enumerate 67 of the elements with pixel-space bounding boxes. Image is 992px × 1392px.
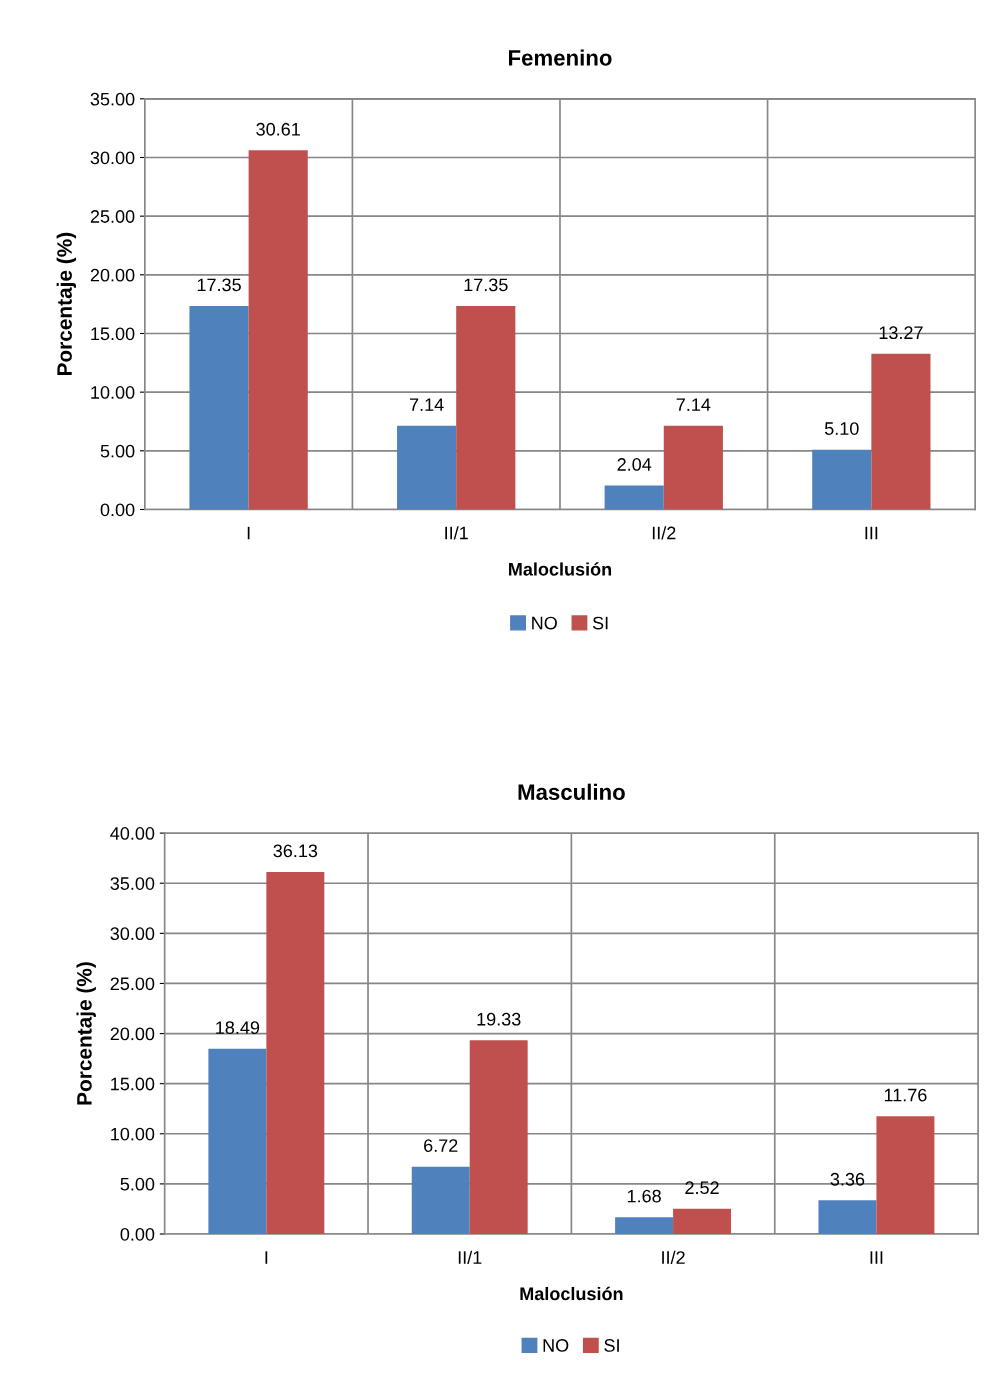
- bar: [818, 1200, 877, 1235]
- data-label: 17.35: [464, 278, 508, 292]
- x-tick-label: III: [865, 526, 878, 540]
- data-label: 2.04: [617, 458, 652, 471]
- y-tick-label: 40.00: [110, 827, 155, 840]
- y-axis-title: Porcentaje (%): [56, 232, 77, 376]
- y-tick-label: 5.00: [100, 444, 135, 458]
- x-axis-title: Maloclusión: [520, 1286, 623, 1301]
- y-axis-title: Porcentaje (%): [76, 962, 96, 1105]
- bar: [248, 150, 308, 510]
- y-tick-label: 15.00: [111, 1077, 155, 1091]
- bar: [189, 305, 249, 510]
- y-tick-label: 35.00: [110, 877, 155, 890]
- x-tick-label: II/2: [662, 1250, 685, 1264]
- legend-label: NO: [543, 1339, 569, 1352]
- chart-title: Femenino: [509, 49, 612, 66]
- data-label: 2.52: [685, 1181, 719, 1195]
- data-label: 11.76: [884, 1088, 927, 1102]
- data-label: 5.10: [824, 422, 859, 435]
- bar: [456, 305, 516, 510]
- data-label: 7.14: [409, 398, 444, 411]
- y-tick-label: 25.00: [110, 977, 155, 991]
- bar: [876, 1116, 935, 1235]
- bar: [615, 1217, 674, 1235]
- data-label: 36.13: [273, 844, 318, 858]
- y-tick-label: 20.00: [110, 1027, 155, 1041]
- bar: [871, 353, 931, 510]
- x-axis-title: Maloclusión: [509, 562, 612, 576]
- data-label: 1.68: [627, 1189, 661, 1203]
- bar: [673, 1208, 732, 1235]
- legend-label: NO: [532, 616, 557, 630]
- x-tick-label: III: [870, 1251, 883, 1264]
- x-tick-label: I: [247, 526, 250, 540]
- x-tick-label: II/1: [445, 526, 468, 540]
- y-tick-label: 30.00: [90, 151, 135, 165]
- bar: [208, 1048, 267, 1235]
- y-tick-label: 20.00: [90, 268, 135, 282]
- data-label: 30.61: [256, 122, 300, 136]
- y-tick-label: 35.00: [90, 92, 135, 106]
- bar: [469, 1040, 528, 1235]
- x-tick-label: I: [265, 1251, 268, 1264]
- data-label: 6.72: [424, 1139, 458, 1152]
- y-tick-label: 25.00: [90, 210, 135, 223]
- legend-label: SI: [604, 1339, 619, 1352]
- y-tick-label: 0.00: [100, 503, 135, 517]
- bar: [411, 1166, 470, 1235]
- y-tick-label: 15.00: [91, 327, 135, 341]
- bar: [604, 485, 664, 510]
- bar: [397, 425, 457, 510]
- data-label: 19.33: [477, 1012, 521, 1026]
- y-tick-label: 30.00: [110, 927, 155, 941]
- y-tick-label: 10.00: [91, 386, 135, 399]
- data-label: 3.36: [830, 1172, 865, 1186]
- data-label: 7.14: [676, 398, 711, 411]
- y-tick-label: 5.00: [120, 1177, 155, 1191]
- bar: [266, 871, 325, 1235]
- legend-label: SI: [592, 616, 608, 630]
- y-tick-label: 0.00: [120, 1227, 155, 1241]
- data-label: 13.27: [879, 326, 923, 340]
- x-tick-label: II/2: [652, 526, 676, 540]
- x-tick-label: II/1: [458, 1250, 482, 1264]
- data-label: 17.35: [197, 278, 241, 292]
- bar: [812, 449, 872, 510]
- bar: [663, 425, 723, 510]
- data-label: 18.49: [216, 1021, 260, 1035]
- y-tick-label: 10.00: [111, 1127, 155, 1141]
- chart-title: Masculino: [518, 783, 625, 800]
